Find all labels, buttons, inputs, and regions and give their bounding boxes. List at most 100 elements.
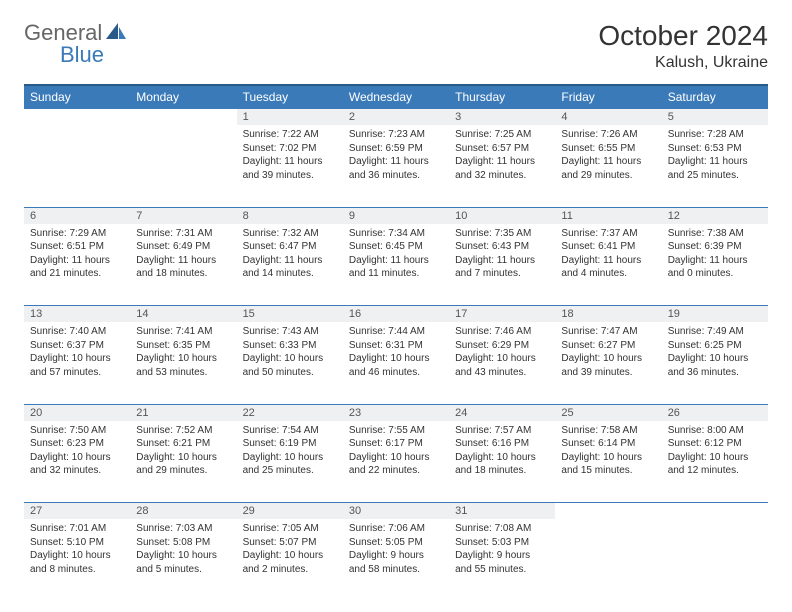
sunset-text: Sunset: 6:29 PM: [455, 339, 549, 353]
sunrise-text: Sunrise: 7:34 AM: [349, 227, 443, 241]
day-number-cell: 2: [343, 109, 449, 126]
day-content-cell: Sunrise: 7:50 AMSunset: 6:23 PMDaylight:…: [24, 421, 130, 503]
sunrise-text: Sunrise: 7:32 AM: [243, 227, 337, 241]
daylight-text-2: and 53 minutes.: [136, 366, 230, 380]
day-content-row: Sunrise: 7:01 AMSunset: 5:10 PM Daylight:…: [24, 519, 768, 601]
daylight-text-2: and 2 minutes.: [243, 563, 337, 577]
daylight-text-1: Daylight: 10 hours: [349, 451, 443, 465]
daylight-text-2: and 55 minutes.: [455, 563, 549, 577]
sunset-text: Sunset: 6:39 PM: [668, 240, 762, 254]
day-number-cell: 5: [662, 109, 768, 126]
day-number-cell: 14: [130, 306, 236, 323]
daylight-text-2: and 7 minutes.: [455, 267, 549, 281]
sunrise-text: Sunrise: 7:58 AM: [561, 424, 655, 438]
day-number-row: 12345: [24, 109, 768, 126]
day-content-cell: Sunrise: 7:54 AMSunset: 6:19 PMDaylight:…: [237, 421, 343, 503]
day-content-cell: Sunrise: 7:52 AMSunset: 6:21 PMDaylight:…: [130, 421, 236, 503]
day-number-cell: 24: [449, 404, 555, 421]
daylight-text-2: and 15 minutes.: [561, 464, 655, 478]
day-number-cell: 8: [237, 207, 343, 224]
daylight-text-2: and 8 minutes.: [30, 563, 124, 577]
sunrise-text: Sunrise: 7:47 AM: [561, 325, 655, 339]
day-content-cell: Sunrise: 7:44 AMSunset: 6:31 PMDaylight:…: [343, 322, 449, 404]
sunset-text: Sunset: 6:37 PM: [30, 339, 124, 353]
day-number-cell: 22: [237, 404, 343, 421]
weekday-header: Sunday: [24, 85, 130, 109]
day-number-cell: 21: [130, 404, 236, 421]
daylight-text-1: Daylight: 11 hours: [136, 254, 230, 268]
day-content-cell: Sunrise: 7:23 AMSunset: 6:59 PMDaylight:…: [343, 125, 449, 207]
sunrise-text: Sunrise: 7:01 AM: [30, 522, 124, 536]
sunset-text: Sunset: 6:21 PM: [136, 437, 230, 451]
day-number-cell: 27: [24, 503, 130, 520]
daylight-text-2: and 57 minutes.: [30, 366, 124, 380]
day-number-row: 2728293031: [24, 503, 768, 520]
calendar-table: SundayMondayTuesdayWednesdayThursdayFrid…: [24, 84, 768, 601]
daylight-text-2: and 18 minutes.: [455, 464, 549, 478]
sunrise-text: Sunrise: 7:54 AM: [243, 424, 337, 438]
day-content-cell: [24, 125, 130, 207]
sunrise-text: Sunrise: 7:28 AM: [668, 128, 762, 142]
day-content-cell: Sunrise: 7:35 AMSunset: 6:43 PMDaylight:…: [449, 224, 555, 306]
daylight-text-2: and 21 minutes.: [30, 267, 124, 281]
day-content-cell: [662, 519, 768, 601]
day-content-cell: Sunrise: 7:43 AMSunset: 6:33 PMDaylight:…: [237, 322, 343, 404]
sunset-text: Sunset: 6:19 PM: [243, 437, 337, 451]
daylight-text-1: Daylight: 11 hours: [561, 254, 655, 268]
daylight-text-1: Daylight: 11 hours: [243, 155, 337, 169]
daylight-text-2: and 25 minutes.: [668, 169, 762, 183]
day-content-cell: Sunrise: 7:34 AMSunset: 6:45 PMDaylight:…: [343, 224, 449, 306]
daylight-text-2: and 22 minutes.: [349, 464, 443, 478]
day-number-cell: 23: [343, 404, 449, 421]
sunset-text: Sunset: 6:31 PM: [349, 339, 443, 353]
sunset-text: Sunset: 6:25 PM: [668, 339, 762, 353]
day-number-cell: 10: [449, 207, 555, 224]
weekday-header: Thursday: [449, 85, 555, 109]
day-content-cell: Sunrise: 7:58 AMSunset: 6:14 PMDaylight:…: [555, 421, 661, 503]
daylight-text-1: Daylight: 9 hours: [455, 549, 549, 563]
day-content-cell: [130, 125, 236, 207]
sunrise-text: Sunrise: 7:41 AM: [136, 325, 230, 339]
sunset-text: Sunset: 6:14 PM: [561, 437, 655, 451]
sunrise-text: Sunrise: 7:55 AM: [349, 424, 443, 438]
day-content-cell: Sunrise: 7:37 AMSunset: 6:41 PMDaylight:…: [555, 224, 661, 306]
day-content-cell: Sunrise: 7:41 AMSunset: 6:35 PMDaylight:…: [130, 322, 236, 404]
sunrise-text: Sunrise: 7:40 AM: [30, 325, 124, 339]
day-number-cell: 9: [343, 207, 449, 224]
daylight-text-1: Daylight: 10 hours: [136, 451, 230, 465]
daylight-text-1: Daylight: 10 hours: [349, 352, 443, 366]
day-content-cell: Sunrise: 7:46 AMSunset: 6:29 PMDaylight:…: [449, 322, 555, 404]
daylight-text-2: and 36 minutes.: [668, 366, 762, 380]
daylight-text-1: Daylight: 10 hours: [455, 451, 549, 465]
sunrise-text: Sunrise: 7:37 AM: [561, 227, 655, 241]
day-number-cell: 30: [343, 503, 449, 520]
sail-icon: [104, 21, 128, 46]
sunset-text: Sunset: 6:27 PM: [561, 339, 655, 353]
sunset-text: Sunset: 5:07 PM: [243, 536, 337, 550]
daylight-text-1: Daylight: 10 hours: [136, 352, 230, 366]
day-content-cell: Sunrise: 7:05 AMSunset: 5:07 PMDaylight:…: [237, 519, 343, 601]
sunrise-text: Sunrise: 7:38 AM: [668, 227, 762, 241]
daylight-text-1: Daylight: 10 hours: [243, 451, 337, 465]
daylight-text-2: and 14 minutes.: [243, 267, 337, 281]
sunrise-text: Sunrise: 7:49 AM: [668, 325, 762, 339]
day-number-cell: 6: [24, 207, 130, 224]
sunset-text: Sunset: 7:02 PM: [243, 142, 337, 156]
sunset-text: Sunset: 5:05 PM: [349, 536, 443, 550]
daylight-text-2: and 39 minutes.: [243, 169, 337, 183]
day-content-cell: Sunrise: 7:08 AMSunset: 5:03 PMDaylight:…: [449, 519, 555, 601]
daylight-text-1: Daylight: 11 hours: [561, 155, 655, 169]
day-number-cell: 16: [343, 306, 449, 323]
daylight-text-2: and 32 minutes.: [30, 464, 124, 478]
sunset-text: Sunset: 6:57 PM: [455, 142, 549, 156]
sunrise-text: Sunrise: 7:43 AM: [243, 325, 337, 339]
daylight-text-1: Daylight: 10 hours: [668, 352, 762, 366]
sunset-text: Sunset: 6:23 PM: [30, 437, 124, 451]
daylight-text-2: and 43 minutes.: [455, 366, 549, 380]
daylight-text-1: Daylight: 10 hours: [30, 352, 124, 366]
sunset-text: Sunset: 5:10 PM: [30, 536, 124, 550]
sunset-text: Sunset: 6:35 PM: [136, 339, 230, 353]
sunrise-text: Sunrise: 7:22 AM: [243, 128, 337, 142]
day-content-row: Sunrise: 7:29 AMSunset: 6:51 PMDaylight:…: [24, 224, 768, 306]
sunrise-text: Sunrise: 7:52 AM: [136, 424, 230, 438]
